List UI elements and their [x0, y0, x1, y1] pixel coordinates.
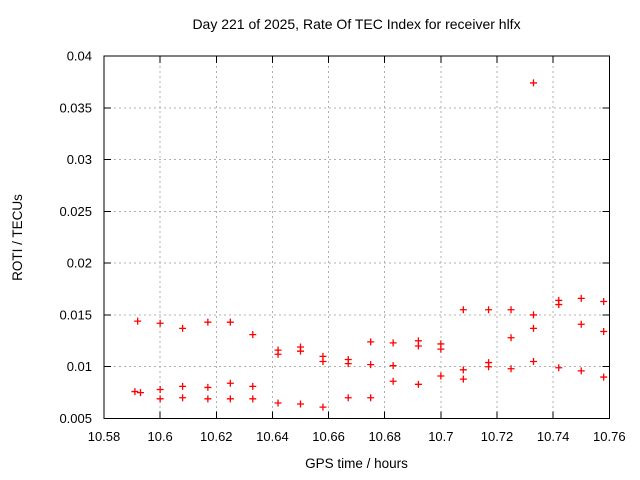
- data-point-marker: [485, 363, 493, 371]
- data-point-marker: [437, 345, 445, 353]
- data-point-marker: [344, 394, 352, 402]
- x-tick-label: 10.64: [256, 429, 289, 444]
- data-point-marker: [204, 383, 212, 391]
- data-point-marker: [459, 375, 467, 383]
- data-point-marker: [414, 342, 422, 350]
- data-point-marker: [134, 317, 142, 325]
- y-tick-label: 0.04: [67, 49, 92, 64]
- data-point-marker: [389, 339, 397, 347]
- data-point-marker: [600, 297, 608, 305]
- data-point-marker: [577, 320, 585, 328]
- plot-frame: [103, 55, 610, 419]
- data-point-marker: [600, 373, 608, 381]
- x-tick-labels: 10.58 10.6 10.62 10.64 10.66 10.68 10.7 10.72 10…: [88, 429, 626, 444]
- data-point-marker: [577, 367, 585, 375]
- data-point-marker: [507, 334, 515, 342]
- data-point-marker: [530, 358, 538, 366]
- y-tick-label: 0.015: [59, 307, 92, 322]
- y-tick-label: 0.01: [67, 359, 92, 374]
- data-point-marker: [274, 350, 282, 358]
- x-tick-label: 10.74: [537, 429, 570, 444]
- x-tick-label: 10.76: [593, 429, 626, 444]
- data-point-marker: [156, 395, 164, 403]
- data-point-marker: [485, 306, 493, 314]
- x-tick-label: 10.68: [368, 429, 401, 444]
- data-point-marker: [179, 382, 187, 390]
- y-tick-label: 0.02: [67, 256, 92, 271]
- data-point-marker: [319, 403, 327, 411]
- data-point-marker: [389, 377, 397, 385]
- data-point-marker: [459, 306, 467, 314]
- data-point-marker: [367, 361, 375, 369]
- x-tick-label: 10.62: [200, 429, 233, 444]
- data-point-marker: [555, 364, 563, 372]
- data-point-marker: [555, 301, 563, 309]
- y-tick-label: 0.03: [67, 152, 92, 167]
- data-point-marker: [530, 324, 538, 332]
- data-points: [131, 79, 608, 411]
- data-point-marker: [226, 379, 234, 387]
- data-point-marker: [414, 380, 422, 388]
- data-point-marker: [530, 79, 538, 87]
- chart-title: Day 221 of 2025, Rate Of TEC Index for r…: [192, 16, 520, 32]
- data-point-marker: [249, 395, 257, 403]
- x-tick-label: 10.66: [312, 429, 345, 444]
- x-tick-label: 10.7: [428, 429, 453, 444]
- plot-border: [103, 55, 610, 419]
- data-point-marker: [156, 319, 164, 327]
- y-tick-label: 0.035: [59, 100, 92, 115]
- data-point-marker: [249, 331, 257, 339]
- data-point-marker: [344, 360, 352, 368]
- y-tick-labels: 0.005 0.01 0.015 0.02 0.025 0.03 0.035 0.04: [59, 49, 92, 427]
- data-point-marker: [459, 366, 467, 374]
- data-point-marker: [249, 382, 257, 390]
- data-point-marker: [297, 347, 305, 355]
- data-point-marker: [319, 358, 327, 366]
- data-point-marker: [437, 372, 445, 380]
- y-tick-label: 0.025: [59, 204, 92, 219]
- data-point-marker: [204, 395, 212, 403]
- data-point-marker: [131, 388, 139, 396]
- axis-ticks: [103, 55, 610, 419]
- data-point-marker: [389, 362, 397, 370]
- x-axis-label: GPS time / hours: [305, 456, 408, 471]
- data-point-marker: [530, 311, 538, 319]
- data-point-marker: [136, 389, 144, 397]
- y-tick-label: 0.005: [59, 411, 92, 426]
- data-point-marker: [226, 318, 234, 326]
- data-point-marker: [179, 324, 187, 332]
- data-point-marker: [226, 395, 234, 403]
- x-tick-label: 10.6: [147, 429, 172, 444]
- data-point-marker: [367, 338, 375, 346]
- data-point-marker: [507, 365, 515, 373]
- x-tick-label: 10.72: [481, 429, 514, 444]
- data-point-marker: [577, 294, 585, 302]
- x-tick-label: 10.58: [88, 429, 121, 444]
- data-point-marker: [600, 328, 608, 335]
- data-point-marker: [274, 399, 282, 407]
- data-point-marker: [367, 394, 375, 402]
- data-point-marker: [179, 394, 187, 402]
- data-point-marker: [507, 306, 515, 314]
- data-point-marker: [204, 318, 212, 326]
- y-axis-label: ROTI / TECUs: [10, 194, 25, 281]
- data-point-marker: [156, 386, 164, 393]
- data-point-marker: [297, 400, 305, 408]
